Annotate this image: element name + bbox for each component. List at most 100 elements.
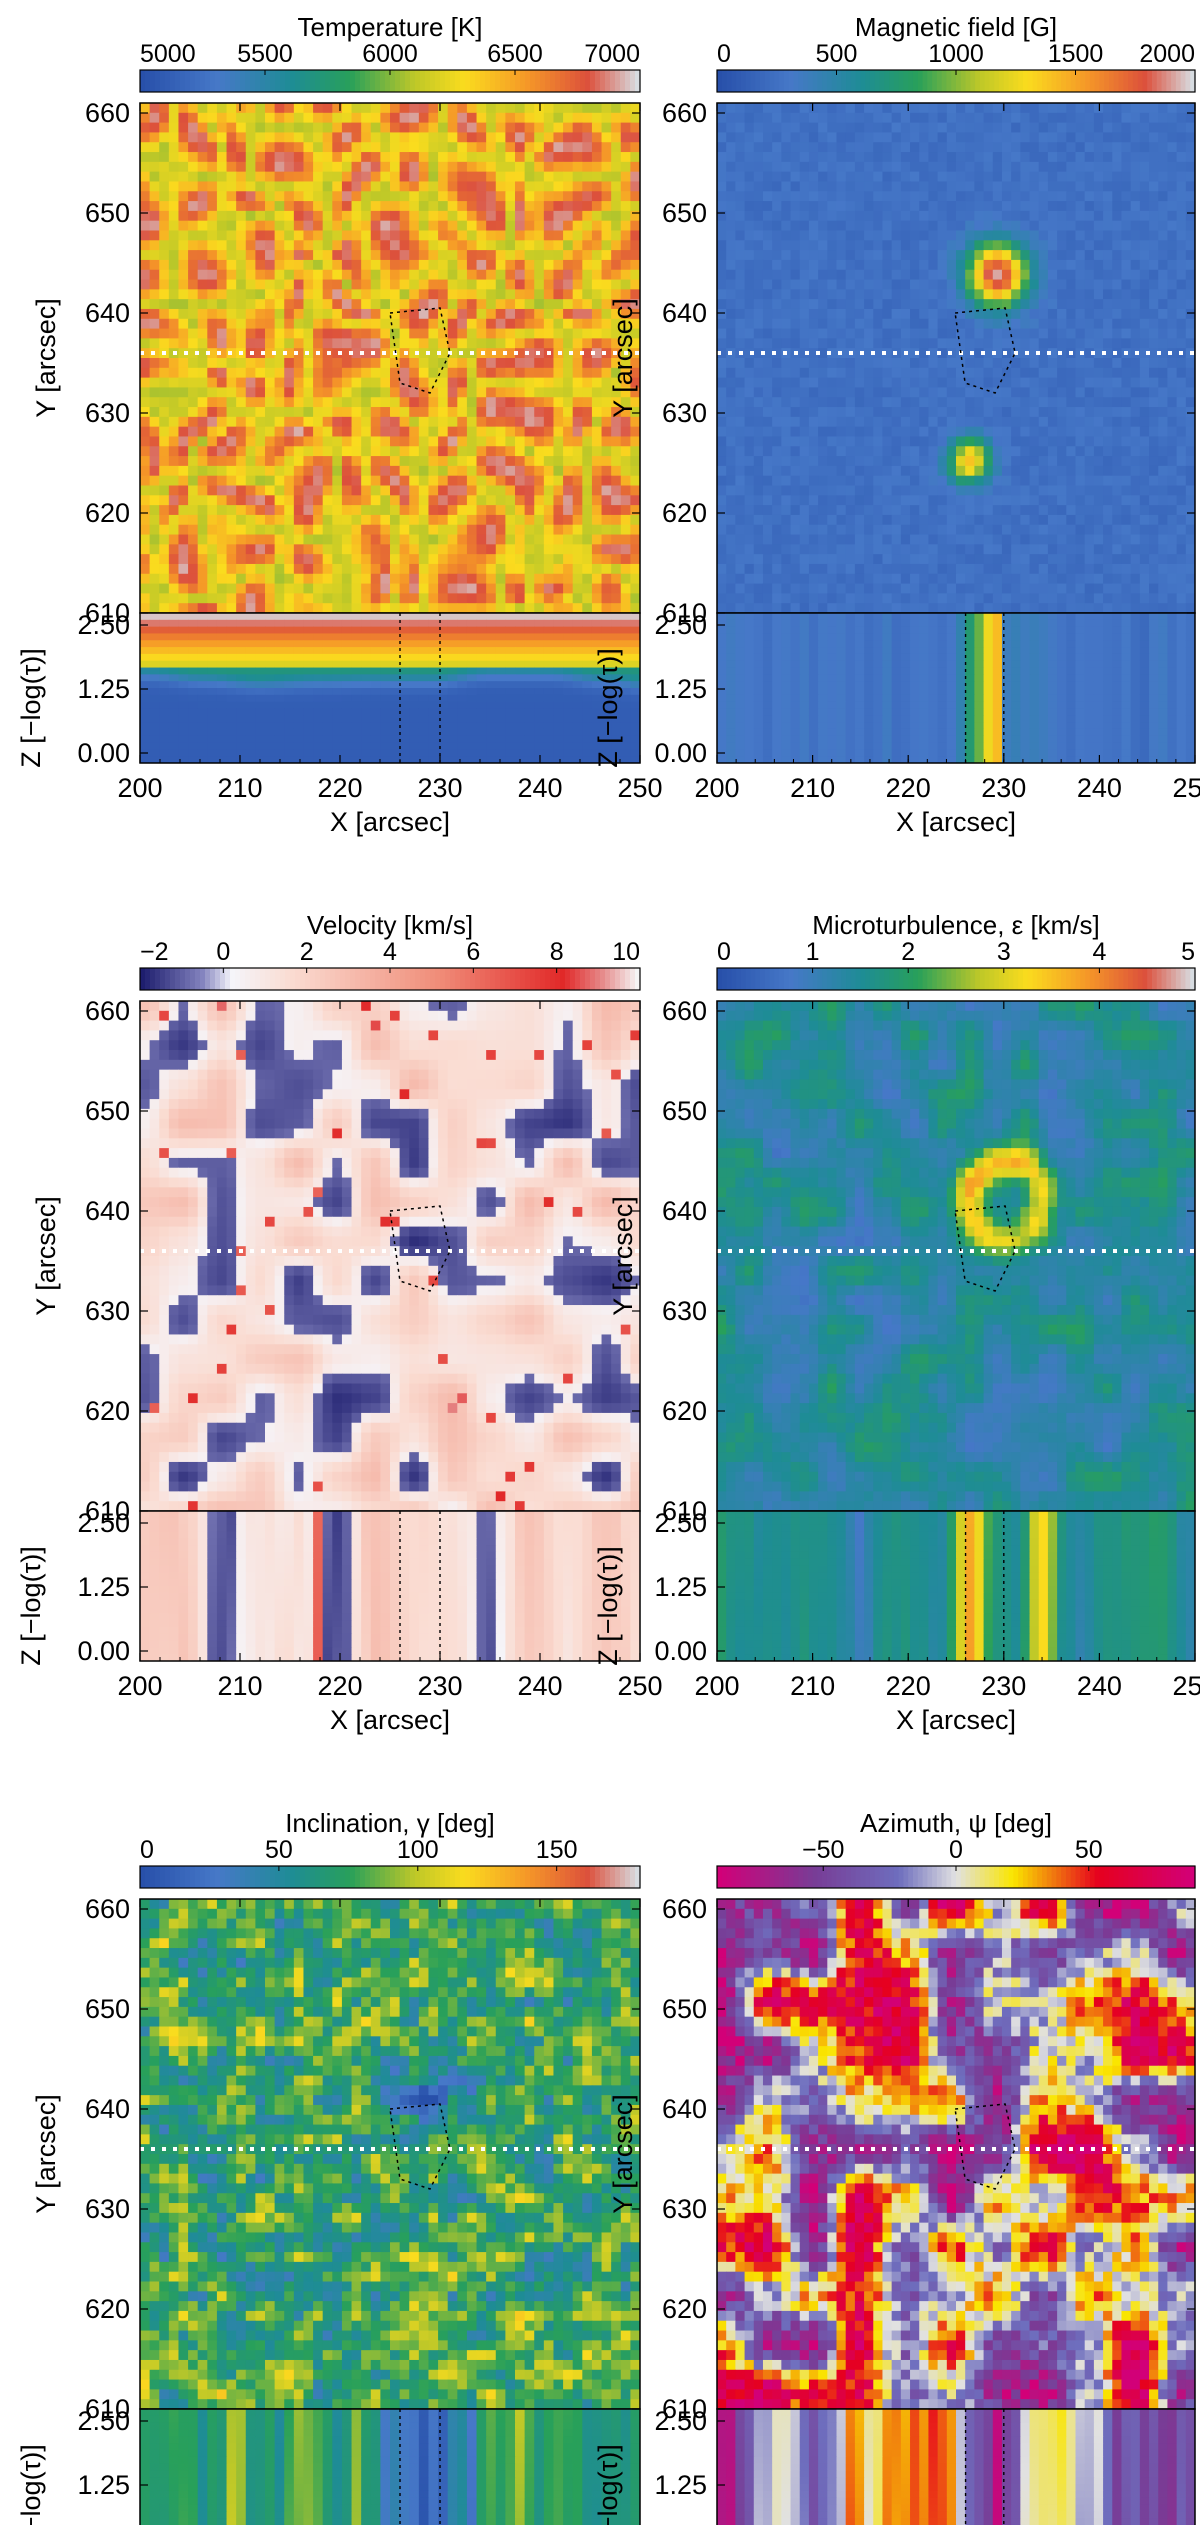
heatmap-cell: [543, 269, 554, 281]
heatmap-cell: [515, 554, 526, 565]
heatmap-cell: [1103, 132, 1113, 143]
heatmap-cell: [409, 122, 420, 133]
heatmap-cell: [937, 230, 948, 241]
heatmap-cell: [447, 191, 458, 202]
heatmap-cell: [245, 299, 256, 310]
heatmap-cell: [591, 367, 603, 379]
heatmap-cell: [495, 465, 506, 477]
heatmap-cell: [630, 103, 641, 114]
heatmap-cell: [1093, 171, 1104, 182]
section-cell: [620, 667, 631, 675]
heatmap-cell: [207, 603, 218, 614]
heatmap-cell: [476, 514, 487, 526]
heatmap-cell: [197, 495, 208, 506]
heatmap-cell: [159, 573, 170, 585]
heatmap-cell: [476, 112, 487, 124]
heatmap-cell: [601, 103, 612, 114]
heatmap-cell: [390, 573, 401, 585]
colorbar-swatch: [205, 70, 211, 92]
heatmap-cell: [466, 338, 478, 349]
section-cell: [293, 708, 304, 716]
heatmap-cell: [351, 348, 362, 359]
section-cell: [274, 749, 285, 757]
section-cell: [284, 626, 295, 634]
heatmap-cell: [351, 191, 362, 202]
heatmap-cell: [351, 377, 362, 388]
section-cell: [245, 756, 256, 764]
heatmap-cell: [620, 269, 631, 281]
heatmap-cell: [495, 544, 506, 555]
heatmap-cell: [1130, 191, 1141, 202]
heatmap-cell: [418, 554, 429, 565]
heatmap-cell: [1093, 230, 1104, 241]
heatmap-cell: [197, 456, 208, 467]
heatmap-cell: [928, 122, 939, 133]
heatmap-cell: [168, 573, 179, 585]
heatmap-cell: [140, 259, 151, 271]
heatmap-cell: [515, 112, 526, 124]
section-cell: [524, 756, 535, 764]
heatmap-cell: [226, 554, 237, 565]
heatmap-cell: [428, 191, 439, 202]
heatmap-cell: [236, 524, 247, 536]
heatmap-cell: [409, 358, 420, 369]
heatmap-cell: [524, 201, 535, 212]
heatmap-cell: [265, 397, 276, 408]
section-cell: [534, 613, 545, 621]
section-cell: [428, 681, 439, 689]
heatmap-cell: [572, 289, 583, 300]
heatmap-cell: [1112, 220, 1122, 231]
heatmap-cell: [910, 240, 920, 251]
section-cell: [341, 626, 353, 634]
heatmap-cell: [418, 328, 429, 339]
heatmap-cell: [1167, 181, 1178, 192]
heatmap-cell: [284, 279, 295, 290]
section-cell: [390, 633, 401, 641]
heatmap-cell: [370, 387, 381, 398]
section-cell: [563, 756, 574, 764]
heatmap-cell: [418, 367, 429, 379]
section-cell: [351, 694, 362, 703]
heatmap-cell: [188, 240, 199, 251]
heatmap-cell: [1158, 122, 1168, 133]
heatmap-cell: [543, 377, 554, 388]
heatmap-cell: [255, 289, 266, 300]
heatmap-cell: [591, 524, 603, 536]
heatmap-cell: [1167, 171, 1178, 182]
heatmap-cell: [293, 318, 304, 330]
heatmap-cell: [534, 240, 545, 251]
heatmap-cell: [370, 426, 381, 437]
heatmap-cell: [772, 152, 782, 163]
heatmap-cell: [188, 387, 199, 398]
section-cell: [178, 619, 189, 628]
section-cell: [236, 694, 247, 703]
section-cell: [543, 708, 554, 716]
heatmap-cell: [946, 250, 957, 261]
section-cell: [399, 660, 410, 669]
heatmap-cell: [226, 259, 237, 271]
heatmap-cell: [486, 181, 497, 192]
heatmap-cell: [341, 230, 353, 241]
heatmap-cell: [438, 505, 449, 516]
heatmap-cell: [178, 397, 189, 408]
section-cell: [476, 619, 487, 628]
heatmap-cell: [1001, 250, 1012, 261]
heatmap-cell: [351, 299, 362, 310]
heatmap-cell: [486, 191, 497, 202]
heatmap-cell: [370, 416, 381, 428]
heatmap-cell: [591, 279, 603, 290]
heatmap-cell: [332, 112, 343, 124]
heatmap-cell: [1093, 112, 1104, 124]
section-cell: [418, 660, 429, 669]
heatmap-cell: [399, 191, 410, 202]
section-cell: [370, 742, 381, 750]
heatmap-cell: [197, 387, 208, 398]
heatmap-cell: [226, 407, 237, 418]
heatmap-cell: [303, 475, 314, 486]
heatmap-cell: [744, 103, 755, 114]
colorbar-title: Magnetic field [G]: [855, 12, 1057, 42]
heatmap-cell: [409, 416, 420, 428]
heatmap-cell: [992, 220, 1003, 231]
heatmap-cell: [313, 514, 324, 526]
